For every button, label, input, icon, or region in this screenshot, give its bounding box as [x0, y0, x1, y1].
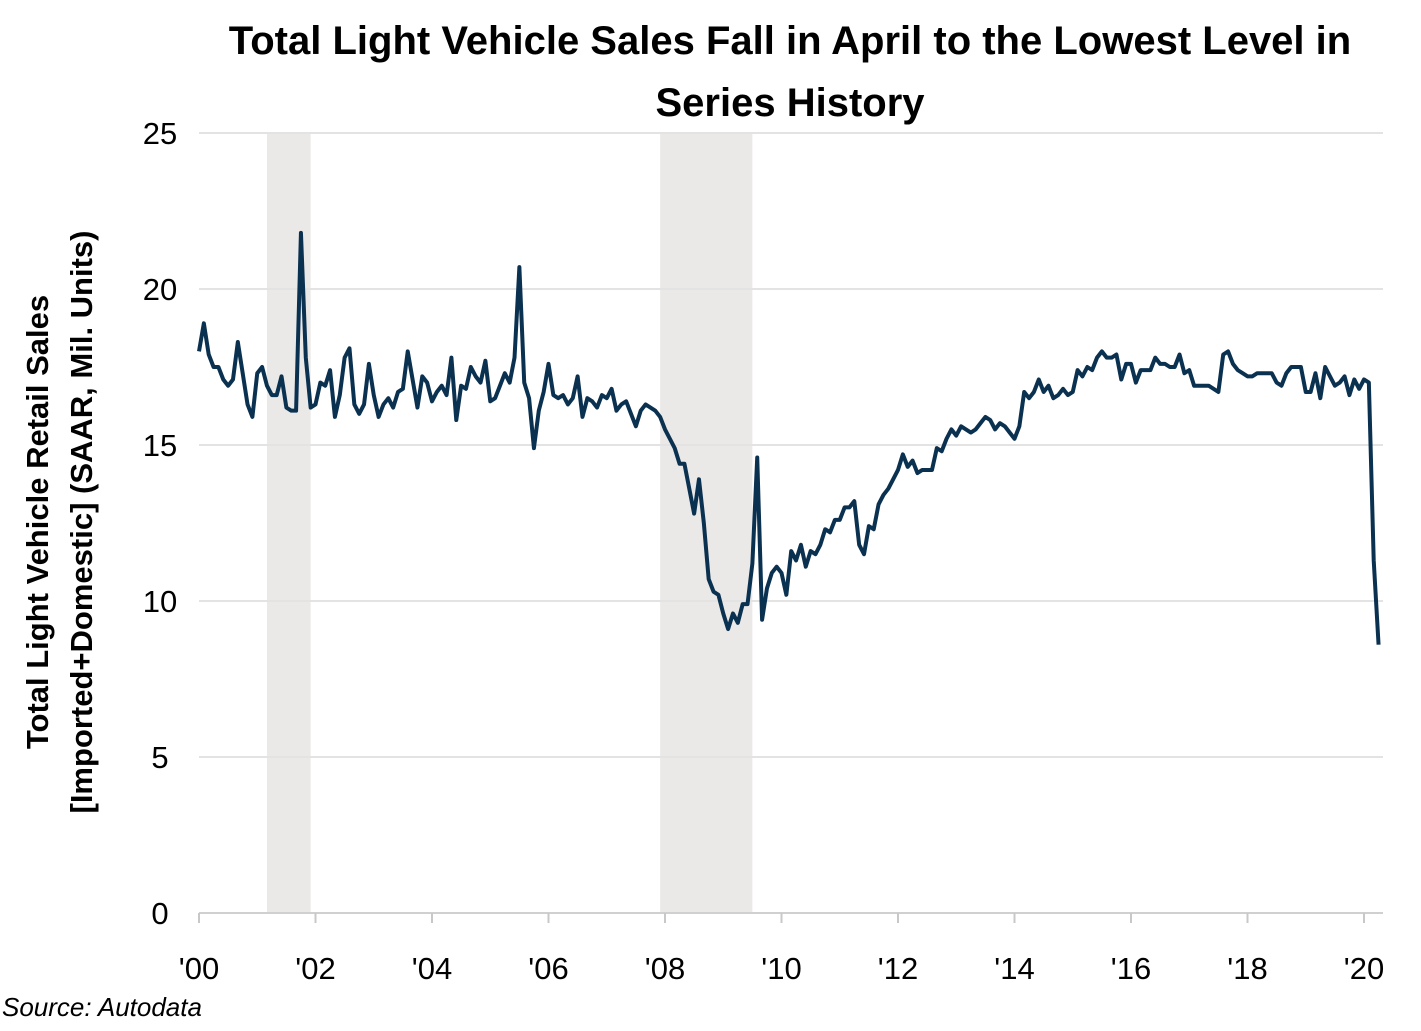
x-tick-label: '08 [645, 951, 685, 986]
x-tick-label: '16 [1111, 951, 1151, 986]
recession-shading [660, 133, 753, 913]
y-tick-label: 20 [143, 272, 177, 307]
y-tick-label: 25 [143, 116, 177, 151]
x-tick-label: '02 [295, 951, 335, 986]
x-tick-label: '12 [878, 951, 918, 986]
x-tick-label: '18 [1227, 951, 1267, 986]
chart-title: Total Light Vehicle Sales Fall in April … [228, 19, 1352, 125]
y-tick-label: 15 [143, 428, 177, 463]
x-tick-label: '14 [994, 951, 1034, 986]
y-tick-label: 0 [151, 896, 168, 931]
x-tick-label: '20 [1344, 951, 1384, 986]
x-tick-label: '06 [528, 951, 568, 986]
source-note: Source: Autodata [2, 992, 202, 1022]
x-tick-label: '10 [761, 951, 801, 986]
x-tick-label: '04 [412, 951, 452, 986]
y-tick-label: 5 [151, 740, 168, 775]
x-tick-label: '00 [179, 951, 219, 986]
recession-shading [266, 133, 311, 913]
y-tick-label: 10 [143, 584, 177, 619]
sales-series-line [197, 230, 1381, 645]
